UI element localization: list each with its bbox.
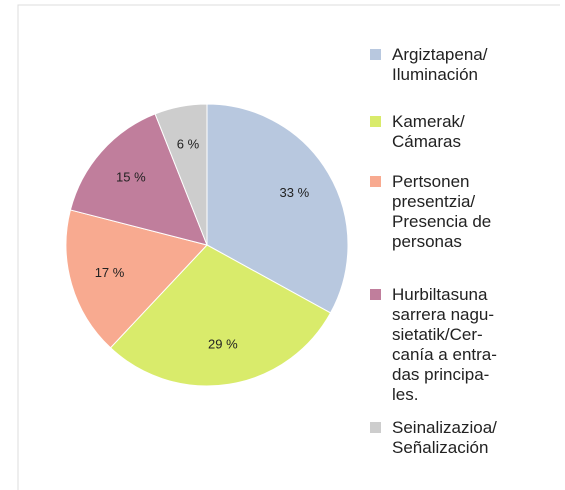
pie-slice: [154, 103, 208, 246]
legend-swatch: [370, 289, 381, 300]
data-label: 33 %: [280, 185, 310, 200]
legend-swatch: [370, 176, 381, 187]
data-label: 15 %: [116, 169, 146, 184]
legend-label: Hurbiltasuna sarrera nagu- sietatik/Cer-…: [392, 285, 497, 404]
legend-swatch: [370, 422, 381, 433]
legend-swatch: [370, 49, 381, 60]
pie-slice: [109, 244, 332, 387]
legend-swatch: [370, 116, 381, 127]
pie-slice: [206, 103, 349, 314]
pie-slice: [69, 113, 208, 246]
frame: [17, 4, 560, 490]
data-label: 17 %: [95, 265, 125, 280]
pie-slice: [65, 209, 208, 349]
data-label: 6 %: [177, 137, 200, 152]
legend-label: Seinalizazioa/ Señalización: [392, 418, 497, 457]
legend-label: Kamerak/ Cámaras: [392, 112, 465, 151]
legend-label: Pertsonen presentzia/ Presencia de perso…: [392, 172, 492, 251]
data-label: 29 %: [208, 337, 238, 352]
legend-label: Argiztapena/ Iluminación: [392, 45, 488, 84]
